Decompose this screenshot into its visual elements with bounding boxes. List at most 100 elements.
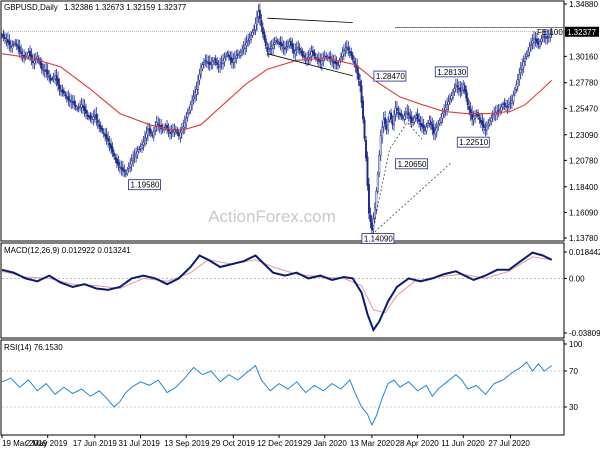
candle-bull (201, 64, 204, 69)
candle-bull (521, 65, 524, 70)
candle-bear (291, 43, 294, 50)
candle-bear (207, 62, 210, 65)
candle-bull (192, 96, 195, 100)
candle-bull (513, 89, 516, 94)
candle-bull (285, 46, 288, 48)
candle-bull (146, 128, 149, 136)
candle-bull (188, 108, 191, 113)
candle-bull (161, 128, 164, 130)
rsi-layer: 100 70 30 (1, 340, 583, 427)
candle-bear (205, 61, 208, 63)
candle-bull (185, 117, 188, 125)
candle-bear (289, 40, 292, 46)
candle-bear (108, 142, 111, 146)
candle-bull (179, 132, 182, 138)
price-annotation-box (373, 70, 407, 82)
dashed-trendline (371, 121, 423, 235)
candle-bull (194, 92, 197, 97)
candle-bear (68, 99, 71, 102)
candle-bull (238, 53, 241, 56)
candle-bull (272, 44, 275, 49)
candle-bear (363, 119, 366, 139)
candle-bull (242, 47, 245, 50)
last-price-label: 1.32377 (567, 28, 596, 37)
candle-bear (96, 120, 99, 124)
candle-bear (479, 119, 482, 123)
candle-bull (372, 218, 375, 229)
candle-bull (487, 123, 490, 126)
candle-bear (157, 123, 160, 125)
rsi-y-tick-label: 30 (569, 403, 578, 412)
candle-bull (225, 55, 227, 58)
candle-bull (515, 84, 518, 90)
candle-bear (117, 162, 120, 166)
candle-bull (388, 113, 391, 121)
price-y-tick-label: 1.34880 (569, 0, 598, 9)
candle-bull (247, 40, 250, 42)
candle-bull (510, 100, 513, 104)
candle-bull (186, 113, 189, 118)
candle-bull (222, 60, 225, 64)
candle-bear (57, 78, 59, 85)
candle-bear (104, 133, 107, 137)
candle-bull (130, 160, 133, 166)
candle-bear (423, 129, 426, 131)
price-y-tick-label: 1.30160 (569, 52, 598, 61)
candle-bear (64, 94, 67, 97)
candle-bull (233, 57, 236, 63)
x-axis-tick-label: 29 Oct 2019 (211, 439, 255, 448)
price-annotation-box (395, 158, 428, 170)
candle-bear (465, 89, 468, 99)
candle-bear (61, 89, 64, 93)
candle-bear (348, 51, 351, 54)
candle-bull (198, 74, 201, 81)
candle-bull (27, 52, 30, 56)
candle-bear (230, 57, 233, 63)
candle-bear (21, 55, 24, 57)
candle-bull (375, 190, 378, 210)
candle-bull (506, 106, 509, 108)
price-y-tick-label: 1.25470 (569, 104, 598, 113)
candle-bull (141, 144, 143, 149)
candle-bull (136, 151, 139, 155)
macd-panel-frame (0, 242, 565, 339)
candle-bear (332, 61, 335, 64)
candle-bear (351, 54, 354, 60)
candle-bear (55, 75, 58, 81)
candle-bear (350, 51, 353, 57)
candle-bull (36, 56, 39, 60)
candle-bull (275, 40, 278, 42)
price-y-tick-label: 1.16090 (569, 208, 598, 217)
candle-bull (524, 57, 527, 62)
candle-bull (320, 60, 323, 65)
candle-bull (189, 104, 192, 111)
candle-bear (2, 34, 5, 38)
candle-bull (444, 107, 447, 111)
candle-bull (239, 52, 242, 56)
candle-bear (366, 156, 369, 186)
candle-bear (384, 117, 387, 125)
rsi-panel-frame (0, 339, 565, 436)
candle-bull (124, 173, 127, 175)
candle-bull (286, 43, 289, 47)
candle-bull (309, 54, 311, 59)
candle-bull (440, 117, 443, 123)
candle-bear (6, 39, 9, 43)
candle-bull (499, 108, 502, 112)
candle-bear (319, 60, 322, 63)
candle-bull (182, 126, 185, 129)
candle-bear (229, 57, 232, 60)
candle-bear (73, 100, 76, 105)
chart-ohlc: 1.32386 1.32673 1.32159 1.32377 (64, 3, 187, 12)
candle-bull (297, 46, 300, 49)
candle-bear (263, 32, 266, 40)
candle-bull (428, 119, 431, 124)
candle-bull (257, 11, 260, 17)
candle-bull (138, 148, 141, 151)
candle-bull (310, 51, 313, 57)
candle-bull (219, 64, 222, 67)
candle-bear (29, 51, 31, 57)
candle-bear (217, 66, 220, 68)
candle-bull (451, 91, 454, 98)
candle-bear (546, 36, 549, 39)
